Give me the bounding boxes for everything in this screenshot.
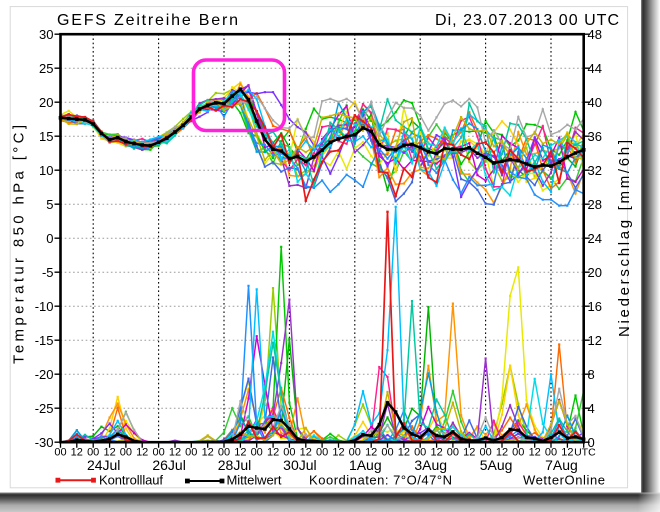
- svg-text:-30: -30: [35, 435, 54, 450]
- svg-text:36: 36: [588, 129, 602, 144]
- svg-text:Koordinaten: 7°O/47°N: Koordinaten: 7°O/47°N: [309, 473, 452, 488]
- svg-text:GEFS Zeitreihe Bern: GEFS Zeitreihe Bern: [57, 12, 238, 29]
- svg-text:1Aug: 1Aug: [349, 457, 382, 473]
- svg-text:25: 25: [39, 61, 53, 76]
- svg-text:12: 12: [300, 447, 312, 459]
- svg-text:4: 4: [588, 401, 595, 416]
- svg-text:12: 12: [398, 447, 410, 459]
- svg-text:7Aug: 7Aug: [545, 457, 578, 473]
- svg-text:40: 40: [588, 95, 602, 110]
- svg-text:28Jul: 28Jul: [218, 457, 251, 473]
- svg-text:28: 28: [588, 197, 602, 212]
- svg-text:24: 24: [588, 231, 602, 246]
- svg-text:00: 00: [447, 447, 459, 459]
- svg-text:15: 15: [39, 129, 53, 144]
- svg-text:20: 20: [39, 95, 53, 110]
- svg-text:0: 0: [46, 231, 53, 246]
- svg-text:Di, 23.07.2013 00 UTC: Di, 23.07.2013 00 UTC: [435, 12, 619, 29]
- svg-text:-15: -15: [35, 333, 54, 348]
- svg-text:20: 20: [588, 265, 602, 280]
- svg-text:12: 12: [103, 447, 115, 459]
- svg-text:12: 12: [267, 447, 279, 459]
- svg-text:32: 32: [588, 163, 602, 178]
- svg-text:30Jul: 30Jul: [283, 457, 316, 473]
- svg-text:12: 12: [496, 447, 508, 459]
- svg-text:00: 00: [479, 447, 491, 459]
- svg-text:3Aug: 3Aug: [414, 457, 447, 473]
- svg-text:00: 00: [545, 447, 557, 459]
- svg-text:0: 0: [588, 435, 595, 450]
- svg-text:00: 00: [152, 447, 164, 459]
- svg-text:12: 12: [561, 447, 573, 459]
- svg-text:-5: -5: [42, 265, 54, 280]
- svg-text:10: 10: [39, 163, 53, 178]
- svg-text:00: 00: [316, 447, 328, 459]
- svg-text:00: 00: [218, 447, 230, 459]
- svg-text:00: 00: [414, 447, 426, 459]
- svg-text:00: 00: [283, 447, 295, 459]
- svg-text:48: 48: [588, 27, 602, 42]
- svg-text:Niederschlag [mm/6h]: Niederschlag [mm/6h]: [616, 140, 633, 337]
- svg-text:UTC: UTC: [574, 447, 596, 459]
- svg-text:-20: -20: [35, 367, 54, 382]
- svg-text:12: 12: [202, 447, 214, 459]
- svg-text:12: 12: [71, 447, 83, 459]
- svg-text:00: 00: [185, 447, 197, 459]
- svg-text:WetterOnline: WetterOnline: [523, 473, 605, 488]
- svg-text:12: 12: [332, 447, 344, 459]
- svg-text:00: 00: [54, 447, 66, 459]
- svg-text:30: 30: [39, 27, 53, 42]
- svg-text:12: 12: [430, 447, 442, 459]
- svg-text:16: 16: [588, 299, 602, 314]
- svg-text:12: 12: [234, 447, 246, 459]
- svg-text:00: 00: [512, 447, 524, 459]
- svg-text:12: 12: [136, 447, 148, 459]
- svg-text:-25: -25: [35, 401, 54, 416]
- svg-text:44: 44: [588, 61, 602, 76]
- svg-text:12: 12: [588, 333, 602, 348]
- svg-text:00: 00: [381, 447, 393, 459]
- svg-text:24Jul: 24Jul: [87, 457, 120, 473]
- svg-text:Kontrolllauf: Kontrolllauf: [99, 473, 163, 488]
- svg-text:Mittelwert: Mittelwert: [227, 473, 282, 488]
- svg-text:00: 00: [120, 447, 132, 459]
- svg-text:00: 00: [87, 447, 99, 459]
- svg-text:8: 8: [588, 367, 595, 382]
- svg-text:12: 12: [529, 447, 541, 459]
- svg-text:12: 12: [169, 447, 181, 459]
- svg-text:12: 12: [463, 447, 475, 459]
- svg-text:00: 00: [349, 447, 361, 459]
- svg-text:5Aug: 5Aug: [480, 457, 513, 473]
- svg-text:00: 00: [251, 447, 263, 459]
- svg-text:12: 12: [365, 447, 377, 459]
- svg-text:26Jul: 26Jul: [152, 457, 185, 473]
- svg-text:-10: -10: [35, 299, 54, 314]
- svg-text:5: 5: [46, 197, 53, 212]
